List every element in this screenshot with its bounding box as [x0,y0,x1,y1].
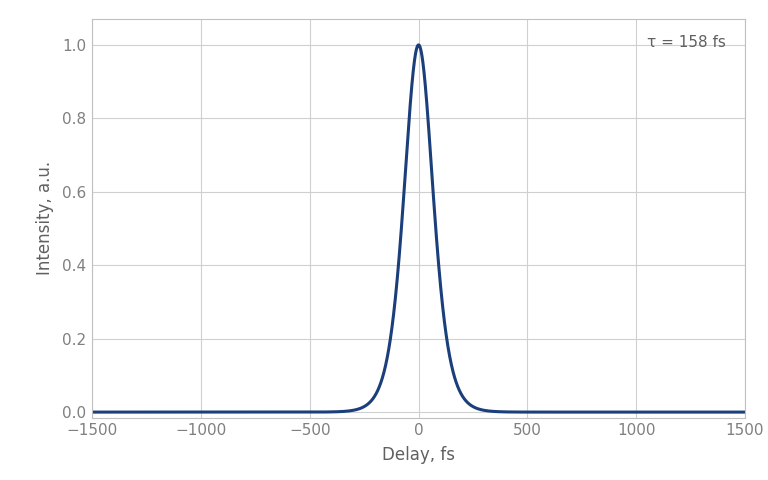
Y-axis label: Intensity, a.u.: Intensity, a.u. [36,161,54,276]
X-axis label: Delay, fs: Delay, fs [382,446,455,465]
Text: τ = 158 fs: τ = 158 fs [647,35,725,50]
